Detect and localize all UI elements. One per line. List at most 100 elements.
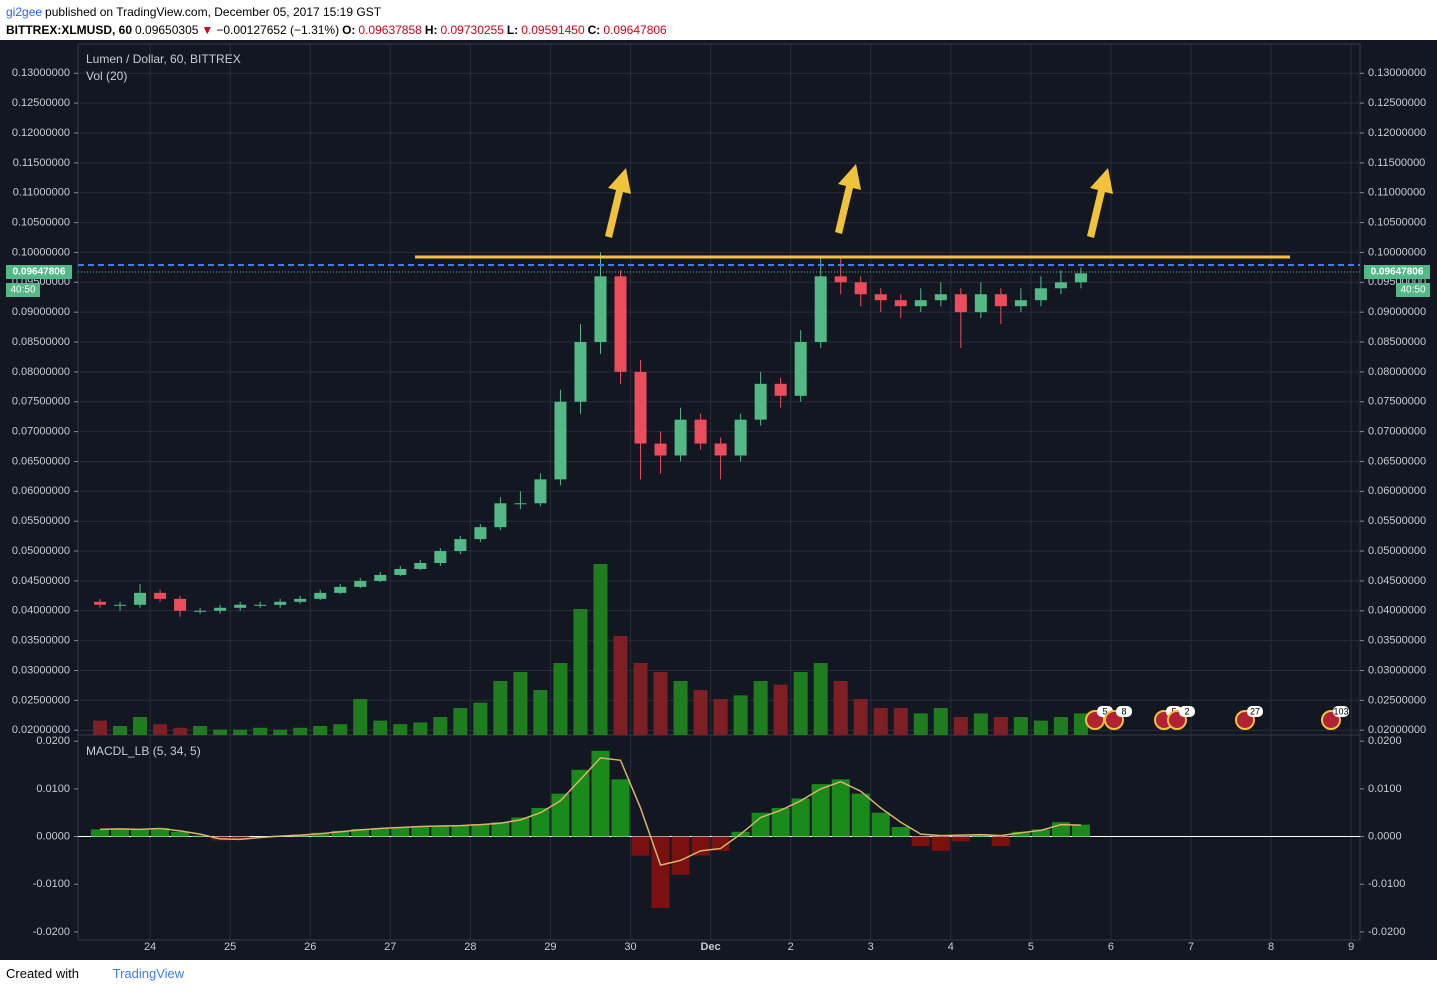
volume-bar — [653, 672, 668, 735]
price: 0.09650305 — [135, 23, 199, 37]
candle-body — [834, 276, 847, 283]
y-tick-label: -0.0200 — [33, 926, 70, 938]
volume-bar — [953, 717, 968, 735]
event-count: 2 — [1184, 706, 1189, 716]
candle-body — [1054, 282, 1067, 289]
volume-bar — [913, 713, 928, 735]
y-tick-label: 0.07500000 — [1368, 396, 1426, 408]
brand[interactable]: TradingView — [112, 966, 185, 981]
y-tick-label: 0.03500000 — [1368, 635, 1426, 647]
macd-bar — [1031, 829, 1050, 837]
candle-body — [314, 592, 327, 599]
y-tick-label: -0.0100 — [33, 878, 70, 890]
y-tick-label: 0.05000000 — [1368, 545, 1426, 557]
candle-body — [234, 604, 247, 608]
last-price-badge — [6, 265, 72, 279]
candle-body — [654, 443, 667, 456]
volume-bar — [513, 672, 528, 735]
volume-bar — [893, 708, 908, 735]
volume-bar — [173, 727, 188, 735]
candle-body — [574, 342, 587, 402]
candle-body — [614, 276, 627, 372]
footer: Created with TradingView — [6, 966, 184, 981]
y-tick-label: 0.11000000 — [13, 187, 70, 199]
c-label: C: — [587, 23, 601, 37]
candle-body — [154, 592, 167, 599]
volume-bar — [673, 681, 688, 735]
macd-bar — [1071, 824, 1090, 837]
y-tick-label: 0.04500000 — [12, 575, 70, 587]
volume-bar — [253, 727, 268, 735]
macd-bar — [511, 817, 530, 837]
y-tick-label: 0.10500000 — [1368, 216, 1426, 228]
macd-bar — [691, 836, 710, 856]
candle-body — [494, 503, 507, 528]
candle-body — [974, 294, 987, 313]
published: published on TradingView.com, December 0… — [45, 5, 382, 19]
volume-bar — [873, 708, 888, 735]
candle-body — [594, 276, 607, 343]
volume-bar — [153, 724, 168, 735]
user[interactable]: gi2gee — [6, 5, 43, 19]
macd-bar — [391, 827, 410, 837]
y-tick-label: 0.07500000 — [12, 396, 70, 408]
candle-body — [814, 276, 827, 343]
x-tick-label: 4 — [948, 941, 954, 953]
volume-bar — [293, 727, 308, 735]
volume-bar — [793, 672, 808, 735]
x-tick-label: 3 — [868, 941, 874, 953]
candle-body — [274, 601, 287, 605]
macd-bar — [151, 827, 170, 837]
last-price: 0.09647806 — [13, 267, 66, 278]
macd-bar — [451, 825, 470, 837]
x-tick-label: 27 — [384, 941, 396, 953]
h: 0.09730255 — [440, 23, 504, 37]
volume-bar — [233, 729, 248, 735]
y-tick-label: -0.0200 — [1368, 926, 1405, 938]
x-tick-label: 5 — [1028, 941, 1034, 953]
macd-bar — [231, 836, 250, 840]
x-tick-label: 2 — [788, 941, 794, 953]
volume-bar — [533, 690, 548, 735]
y-tick-label: 0.11000000 — [1368, 187, 1425, 199]
plot-frame — [77, 43, 1361, 941]
background — [0, 40, 1437, 960]
macd-bar — [571, 769, 590, 837]
candle-body — [1034, 288, 1047, 301]
candle-body — [954, 294, 967, 313]
y-tick-label: 0.03500000 — [12, 635, 70, 647]
event-badge — [1116, 706, 1132, 717]
macd-bar — [931, 836, 950, 851]
volume-bar — [1033, 720, 1048, 735]
y-tick-label: 0.08500000 — [12, 336, 70, 348]
volume-bar — [973, 713, 988, 735]
volume-bar — [393, 724, 408, 735]
candle-body — [434, 551, 447, 563]
candle-body — [514, 503, 527, 505]
candle-body — [194, 610, 207, 612]
candle-body — [114, 604, 127, 606]
candle-body — [214, 607, 227, 611]
chart: 24 25 26 27 28 29 30 Dec 2 3 4 5 6 7 8 90.02000000 0.020… — [0, 40, 1437, 960]
y-tick-label: 0.03000000 — [12, 664, 70, 676]
volume-bar — [493, 681, 508, 735]
candle-body — [694, 419, 707, 444]
header: gi2gee published on TradingView.com, Dece… — [6, 3, 670, 39]
macd-bar — [331, 830, 350, 837]
y-tick-label: 0.02500000 — [12, 694, 70, 706]
x-tick-label: 28 — [464, 941, 476, 953]
y-tick-label: 0.02000000 — [1368, 724, 1426, 736]
countdown-badge — [6, 283, 40, 297]
last-price-badge — [1364, 265, 1430, 279]
macd-bar — [791, 798, 810, 837]
macd-bar — [111, 829, 130, 837]
change: −0.00127652 (−1.31%) — [216, 23, 340, 37]
y-tick-label: 0.0100 — [36, 783, 70, 795]
candle-body — [414, 562, 427, 569]
volume-bar — [993, 717, 1008, 735]
signal-line — [100, 757, 1081, 867]
y-tick-label: 0.0200 — [36, 735, 70, 747]
y-tick-label: 0.13000000 — [1368, 67, 1426, 79]
y-tick-label: 0.10000000 — [1368, 246, 1426, 258]
volume-bar — [693, 690, 708, 735]
